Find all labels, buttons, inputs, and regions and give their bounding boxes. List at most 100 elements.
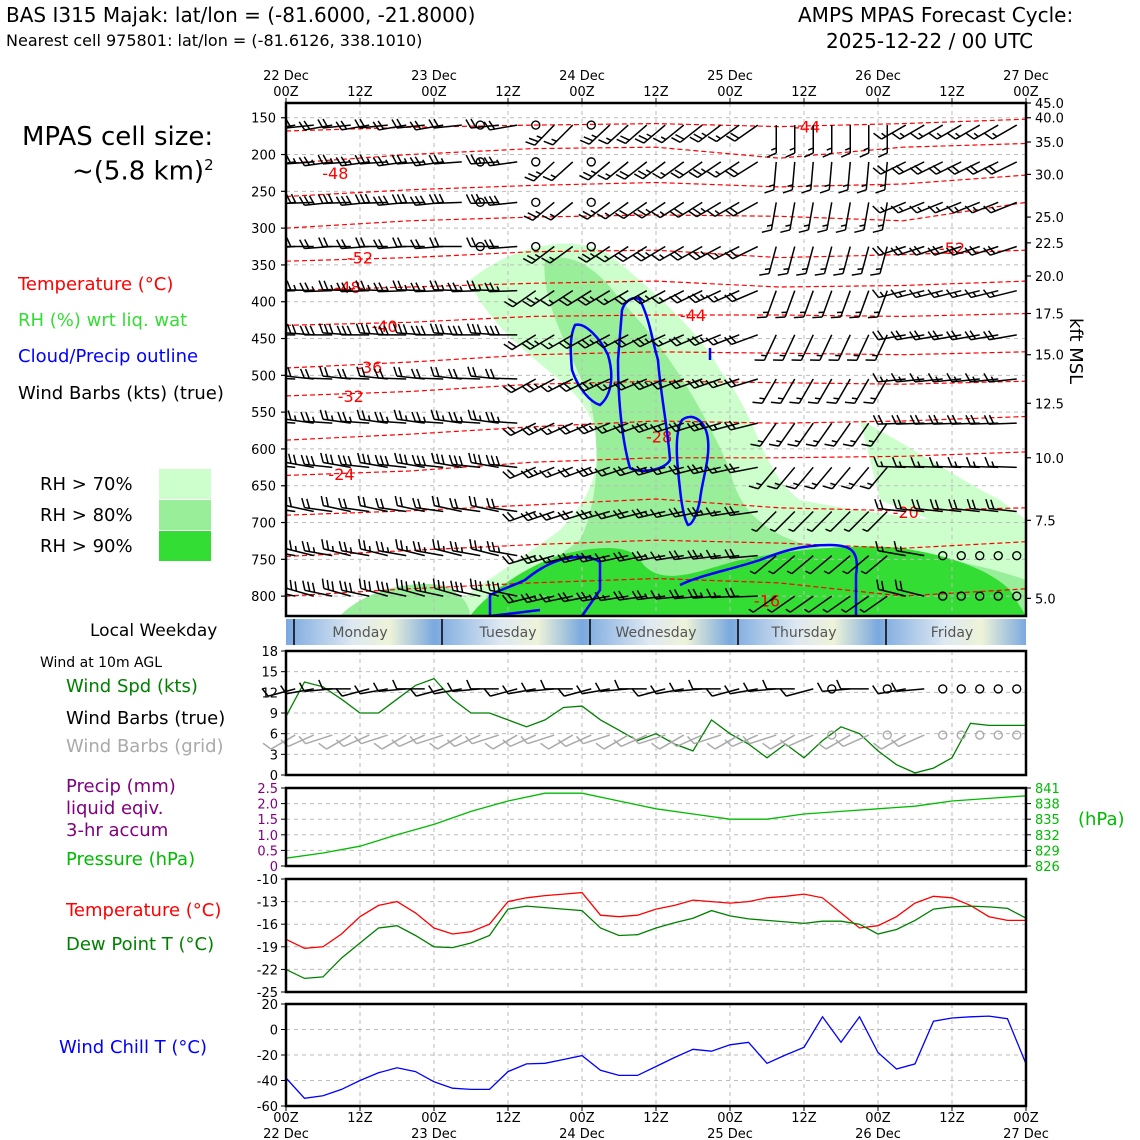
barb-flag [400,579,404,590]
barb-flag [506,469,516,477]
barb-half-flag [935,376,940,382]
barb-half-flag [853,354,860,357]
barb-flag [583,136,594,142]
barb-flag [891,414,897,425]
barb-flag [362,540,367,551]
barb-flag [402,324,408,334]
barb-flag [910,132,919,140]
wind-barb [301,541,333,557]
barb-flag [945,289,954,298]
barb-flag [393,409,398,420]
barb-flag [932,330,940,340]
barb-flag [673,464,681,474]
barb-flag [305,455,311,466]
y-tick-label: -16 [257,918,278,933]
barb-flag [691,464,699,473]
barb-half-flag [605,137,612,142]
barb-flag [410,368,416,379]
barb-flag [870,272,881,276]
wind-barb [557,552,592,564]
barb-half-flag [881,132,887,138]
barb-staff [638,688,666,697]
bottom-hour-label: 00Z [421,1111,447,1126]
barb-flag [840,152,851,158]
barb-flag [692,549,699,559]
barb-flag [669,253,679,261]
barb-flag [766,152,777,158]
rh80-area [470,257,1026,616]
wind-barb [893,541,925,557]
barb-flag [436,540,441,551]
barb-half-flag [589,252,596,258]
barb-flag [775,316,786,319]
wind-barb [450,580,481,597]
barb-flag [770,401,781,404]
wind-barb [788,510,814,532]
temperature-contour-label: -16 [754,592,780,611]
cloud-outline-3 [675,415,710,527]
barb-half-flag [756,482,762,486]
wind-barb [483,156,518,167]
barb-flag [668,380,677,390]
barb-flag [372,196,380,206]
barb-flag [340,120,348,130]
weekday-label: Wednesday [615,625,696,641]
barb-flag [317,119,324,129]
wind-barb-grid [686,734,721,745]
barb-flag [686,465,695,475]
barb-half-flag [423,547,427,553]
barb-staff [582,688,610,695]
barb-flag [723,421,732,431]
wind-barb-grid [520,734,555,745]
barb-half-flag [713,467,718,473]
barb-flag [468,495,473,506]
barb-flag [631,688,639,697]
wind-barb [894,579,925,597]
barb-flag [437,579,441,590]
wind-barb [612,508,647,519]
barb-half-flag [312,547,316,553]
barb-flag [801,189,812,194]
wind-barb [723,420,758,431]
barb-flag [433,154,440,164]
barb-flag [373,742,383,750]
wind-barb [411,454,444,469]
barb-flag [576,426,585,435]
wind-barb-grid-calm [993,730,1003,740]
barb-flag [768,443,779,447]
barb-flag [687,380,695,389]
barb-staff [342,688,370,697]
barb-flag [668,338,677,347]
barb-half-flag [534,297,540,302]
wind-barb [447,282,481,293]
wind-barb [859,125,870,158]
wind-barb [577,245,611,263]
barb-flag [951,414,958,425]
barb-flag [668,739,678,747]
wind-barb [502,378,537,394]
barb-half-flag [366,157,371,164]
barb-flag [354,119,361,129]
wind-barb [596,201,629,220]
barb-flag [433,118,440,128]
barb-half-flag [602,384,608,389]
wind-barb [750,422,777,447]
wind-barb [863,378,888,404]
barb-flag [486,541,491,551]
barb-half-flag [422,286,426,292]
barb-flag [383,325,389,336]
barb-flag [929,498,935,509]
barb-half-flag [368,545,372,552]
barb-flag [673,251,683,259]
barb-flag [594,468,603,477]
barb-half-flag [644,381,650,387]
wind-barb [558,334,592,350]
barb-flag [318,237,324,247]
barb-half-flag [645,251,651,257]
wind-barb [594,466,629,477]
barb-flag [687,550,694,560]
barb-flag [911,498,916,509]
barb-flag [412,497,417,508]
barb-flag [302,580,306,591]
wind-barb [432,539,462,557]
